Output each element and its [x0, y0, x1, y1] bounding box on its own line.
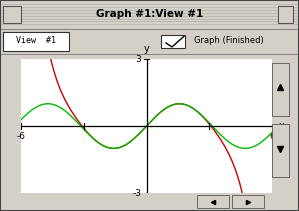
Text: -6: -6	[16, 132, 25, 141]
Bar	[197, 195, 229, 208]
Bar	[232, 195, 264, 208]
Bar	[3, 32, 69, 51]
Bar	[271, 124, 289, 177]
Bar	[161, 35, 185, 48]
Text: Graph #1:View #1: Graph #1:View #1	[96, 9, 203, 19]
Text: 6: 6	[269, 132, 275, 141]
Text: y: y	[144, 44, 150, 54]
Text: View  #1: View #1	[16, 36, 56, 45]
Text: x: x	[278, 121, 284, 131]
Text: 3: 3	[135, 55, 141, 64]
Text: -3: -3	[132, 189, 141, 197]
Bar	[3, 6, 21, 23]
Text: Graph (Finished): Graph (Finished)	[194, 36, 264, 45]
Bar	[271, 63, 289, 116]
Bar	[278, 6, 293, 23]
